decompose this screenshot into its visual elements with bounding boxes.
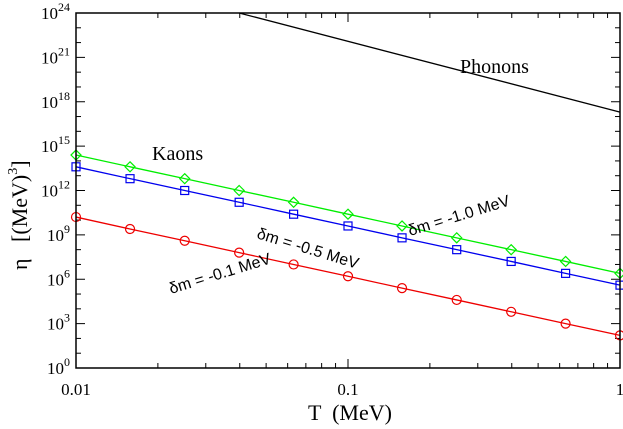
y-tick-label: 1021 xyxy=(41,44,70,67)
y-tick-label: 1015 xyxy=(41,133,70,156)
data-point-square xyxy=(289,209,299,219)
data-point-square xyxy=(561,268,571,278)
data-point-square xyxy=(343,221,353,231)
y-tick-label: 1018 xyxy=(41,89,70,112)
data-point-square xyxy=(180,185,190,196)
data-point-square xyxy=(506,256,516,267)
series-line xyxy=(75,166,621,286)
data-point-diamond xyxy=(396,220,408,232)
data-point-circle xyxy=(506,306,517,317)
data-point-diamond xyxy=(233,184,246,197)
data-point-circle xyxy=(288,259,299,270)
data-point-square xyxy=(125,174,135,184)
y-axis-title-main: η [(MeV) xyxy=(7,175,32,270)
data-point-circle xyxy=(124,223,136,235)
ticks-layer xyxy=(75,12,621,369)
y-tick-label: 103 xyxy=(47,311,70,334)
y-tick-label: 1024 xyxy=(41,0,70,23)
x-tick-label: 1 xyxy=(616,380,623,399)
data-point-circle xyxy=(342,271,354,282)
y-tick-label: 109 xyxy=(47,222,70,245)
y-tick-label: 106 xyxy=(47,266,70,289)
data-point-square xyxy=(452,245,462,255)
tick-label-layer: 0.01 0.1 1 100 103 106 109 1012 1015 1018 1021 1024 xyxy=(41,0,623,399)
series-line xyxy=(239,12,621,113)
data-point-circle xyxy=(396,283,408,294)
data-point-circle xyxy=(179,235,190,246)
plot-frame xyxy=(75,12,621,369)
data-point-diamond xyxy=(342,208,354,221)
series-layer xyxy=(70,12,623,341)
data-point-diamond xyxy=(505,243,518,256)
series-line xyxy=(75,216,621,337)
data-point-diamond xyxy=(178,172,191,185)
y-axis-title-exponent: 3 xyxy=(6,168,21,175)
data-point-circle xyxy=(234,247,245,258)
annotation-kaons: Kaons xyxy=(152,143,203,165)
annotation-dm-0-1: δm = -0.1 MeV xyxy=(167,251,273,298)
data-point-circle xyxy=(560,318,571,329)
svg-text:η [(MeV)3]: η [(MeV)3] xyxy=(6,160,32,270)
data-point-diamond xyxy=(559,255,572,268)
data-point-square xyxy=(397,233,407,243)
series-line xyxy=(75,154,621,274)
data-point-diamond xyxy=(124,160,136,173)
x-tick-label: 0.01 xyxy=(61,380,91,399)
y-axis-title-close: ] xyxy=(7,160,32,167)
data-point-square xyxy=(234,197,244,207)
y-tick-label: 100 xyxy=(47,355,70,378)
data-point-circle xyxy=(451,294,462,306)
annotation-dm-1-0: δm = -1.0 MeV xyxy=(406,193,512,240)
data-point-diamond xyxy=(287,196,300,209)
y-axis-title: η [(MeV)3] xyxy=(6,160,32,270)
x-tick-label: 0.1 xyxy=(337,380,358,399)
x-axis-title: T (MeV) xyxy=(308,400,392,425)
data-point-diamond xyxy=(450,231,463,244)
y-tick-label: 1012 xyxy=(41,178,70,201)
annotation-phonons: Phonons xyxy=(460,56,529,78)
